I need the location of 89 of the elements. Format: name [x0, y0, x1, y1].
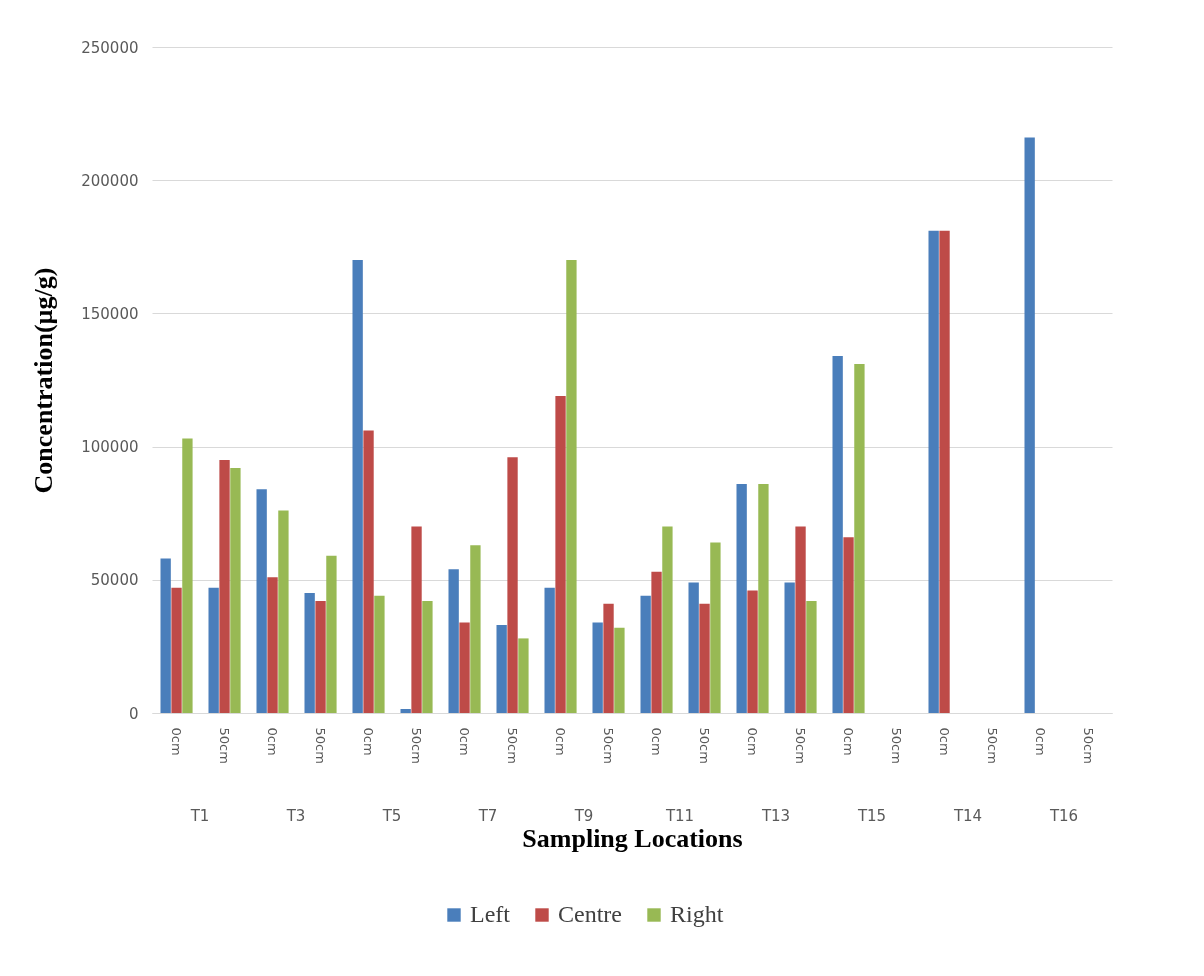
y-tick-label: 50000	[90, 571, 139, 590]
text: T9	[573, 807, 594, 825]
legend-label: Left	[470, 901, 511, 927]
bar	[747, 590, 758, 713]
y-tick-label: 250000	[81, 38, 139, 57]
legend-label: Right	[670, 901, 724, 927]
text: T11	[664, 807, 695, 825]
x-tick-label: 50cm	[505, 727, 520, 764]
bar	[160, 558, 171, 713]
bar	[278, 510, 289, 713]
y-tick-label: 0	[128, 704, 139, 723]
bar	[326, 555, 337, 713]
x-tick-label: 0cm	[361, 727, 376, 756]
bar	[1024, 137, 1035, 713]
x-tick-label: 50cm	[409, 727, 424, 764]
bar	[518, 638, 529, 713]
bar	[699, 603, 710, 713]
bar	[603, 603, 614, 713]
bar	[171, 587, 182, 713]
bar	[304, 593, 315, 713]
bar	[688, 582, 699, 713]
bar	[592, 622, 603, 713]
bar	[614, 627, 625, 713]
x-tick-label: 0cm	[553, 727, 568, 756]
x-tick-label: 50cm	[697, 727, 712, 764]
x-tick-label: 50cm	[601, 727, 616, 764]
x-tick-label: 0cm	[1033, 727, 1048, 756]
bar	[267, 577, 278, 713]
bar	[544, 587, 555, 713]
bar	[832, 356, 843, 713]
bar	[448, 569, 459, 713]
bar	[640, 595, 651, 713]
bar	[208, 587, 219, 713]
bar	[219, 459, 230, 713]
text: T3	[285, 807, 306, 825]
x-tick-label: 0cm	[841, 727, 856, 756]
bar	[315, 601, 326, 713]
bar	[662, 526, 673, 713]
bar	[507, 457, 518, 713]
bar	[795, 526, 806, 713]
bar	[566, 260, 577, 713]
x-tick-label: 50cm	[313, 727, 328, 764]
bar	[939, 230, 950, 713]
y-tick-label: 100000	[81, 438, 139, 457]
bar	[459, 622, 470, 713]
text: T15	[856, 807, 887, 825]
text: T16	[1048, 807, 1079, 825]
bar	[806, 601, 817, 713]
x-tick-label: 0cm	[745, 727, 760, 756]
x-tick-label: 50cm	[985, 727, 1000, 764]
bar	[256, 489, 267, 713]
bar	[710, 542, 721, 713]
text: T13	[760, 807, 791, 825]
bar	[854, 364, 865, 713]
y-tick-label: 200000	[81, 171, 139, 190]
bar	[736, 483, 747, 713]
bar	[422, 601, 433, 713]
x-tick-label: 0cm	[937, 727, 952, 756]
bar	[496, 625, 507, 713]
bar	[230, 467, 241, 713]
x-tick-label: 50cm	[217, 727, 232, 764]
x-tick-label: 50cm	[1081, 727, 1096, 764]
bar	[555, 395, 566, 713]
bar	[374, 595, 385, 713]
bar	[352, 260, 363, 713]
bar	[400, 709, 411, 713]
x-tick-label: 50cm	[793, 727, 808, 764]
text: T7	[477, 807, 498, 825]
x-tick-label: 0cm	[457, 727, 472, 756]
y-tick-label: 150000	[81, 304, 139, 323]
bar	[363, 430, 374, 713]
y-axis-title: Concentration(µg/g)	[29, 267, 59, 494]
x-tick-label: 0cm	[265, 727, 280, 756]
bar	[928, 230, 939, 713]
bar	[843, 537, 854, 713]
text: T1	[189, 807, 210, 825]
text: T14	[952, 807, 983, 825]
x-tick-label: 0cm	[169, 727, 184, 756]
bar	[182, 438, 193, 713]
legend-label: Centre	[558, 901, 622, 927]
x-axis-title: Sampling Locations	[522, 823, 743, 853]
bar	[470, 545, 481, 713]
bar	[784, 582, 795, 713]
bar	[651, 571, 662, 713]
x-tick-label: 50cm	[889, 727, 904, 764]
x-tick-label: 0cm	[649, 727, 664, 756]
bar	[758, 483, 769, 713]
bar	[411, 526, 422, 713]
text: T5	[381, 807, 402, 825]
